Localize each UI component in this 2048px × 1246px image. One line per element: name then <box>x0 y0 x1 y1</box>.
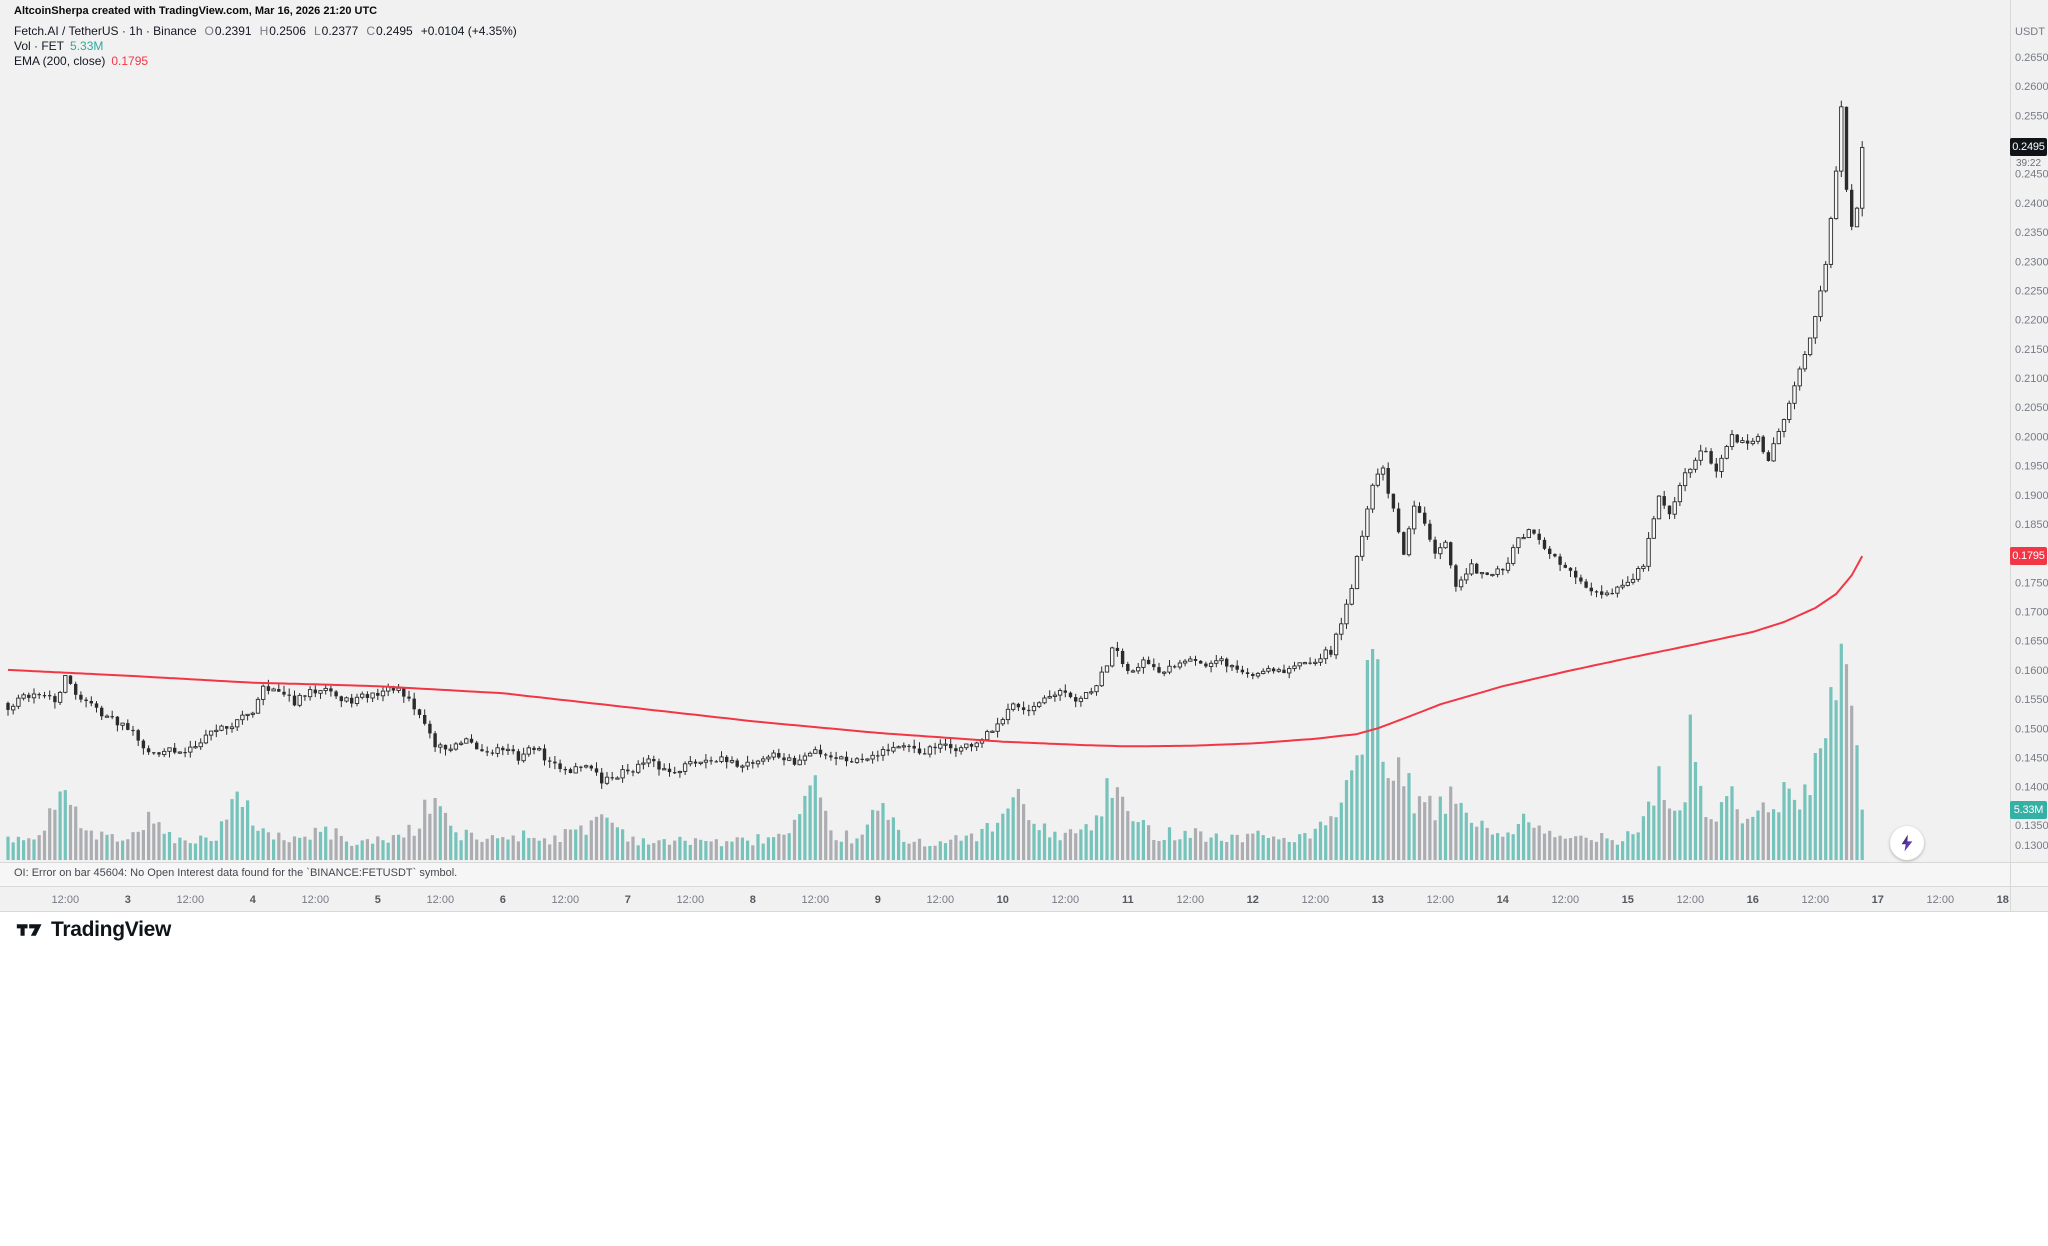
svg-text:0.1700: 0.1700 <box>2015 607 2048 619</box>
high-value: 0.2506 <box>269 24 306 38</box>
svg-text:0.2200: 0.2200 <box>2015 315 2048 327</box>
svg-text:12:00: 12:00 <box>1177 894 1205 906</box>
ema-current-value: 0.1795 <box>111 54 149 68</box>
ema-value-badge: 0.1795 <box>2010 547 2047 565</box>
svg-text:4: 4 <box>250 894 257 906</box>
symbol-legend-row[interactable]: Fetch.AI / TetherUS · 1h · Binance O0.239… <box>14 24 517 39</box>
svg-text:0.1500: 0.1500 <box>2015 723 2048 735</box>
price-axis-labels: 0.1300 0.1350 0.1400 0.1450 0.1500 0.1550 0.16… <box>2015 52 2048 852</box>
chart-background <box>0 0 2048 912</box>
svg-text:12:00: 12:00 <box>1927 894 1955 906</box>
time-axis-labels: 12:00 3 12:00 4 12:00 5 12:00 6 12:00 7 12:00 8 12:0… <box>52 894 2009 906</box>
svg-text:12:00: 12:00 <box>552 894 580 906</box>
svg-text:0.2050: 0.2050 <box>2015 402 2048 414</box>
volume-legend-row[interactable]: Vol · FET 5.33M <box>14 39 517 54</box>
svg-text:0.1550: 0.1550 <box>2015 694 2048 706</box>
volume-value-badge: 5.33M <box>2010 801 2047 819</box>
ema-line <box>7 555 1864 748</box>
svg-text:12:00: 12:00 <box>52 894 80 906</box>
candlestick-chart[interactable]: 0.1300 0.1350 0.1400 0.1450 0.1500 0.1550 0.16… <box>0 0 2048 912</box>
svg-text:12:00: 12:00 <box>677 894 705 906</box>
candles-layer <box>6 100 1865 789</box>
svg-text:12: 12 <box>1247 894 1259 906</box>
svg-text:12:00: 12:00 <box>427 894 455 906</box>
svg-text:0.2550: 0.2550 <box>2015 110 2048 122</box>
svg-text:0.1650: 0.1650 <box>2015 636 2048 648</box>
svg-text:0.1750: 0.1750 <box>2015 577 2048 589</box>
open-value: 0.2391 <box>214 24 252 38</box>
svg-text:0.2250: 0.2250 <box>2015 286 2048 298</box>
svg-text:0.2150: 0.2150 <box>2015 344 2048 356</box>
svg-text:15: 15 <box>1622 894 1634 906</box>
lightning-icon[interactable] <box>1890 826 1924 860</box>
svg-text:0.2000: 0.2000 <box>2015 431 2048 443</box>
volume-current-value: 5.33M <box>70 39 104 53</box>
high-label: H <box>259 24 269 38</box>
svg-text:17: 17 <box>1872 894 1884 906</box>
svg-text:7: 7 <box>625 894 631 906</box>
current-price-badge: 0.2495 <box>2010 138 2047 156</box>
svg-text:0.2300: 0.2300 <box>2015 256 2048 268</box>
svg-text:0.2400: 0.2400 <box>2015 198 2048 210</box>
svg-text:12:00: 12:00 <box>927 894 955 906</box>
svg-text:6: 6 <box>500 894 506 906</box>
svg-text:0.1600: 0.1600 <box>2015 665 2048 677</box>
svg-text:3: 3 <box>125 894 131 906</box>
price-change: +0.0104 (+4.35%) <box>420 24 517 38</box>
svg-text:12:00: 12:00 <box>302 894 330 906</box>
svg-text:0.1350: 0.1350 <box>2015 820 2048 832</box>
oi-error-message: OI: Error on bar 45604: No Open Interest… <box>14 867 458 879</box>
volume-label: Vol · FET <box>14 39 65 53</box>
svg-text:16: 16 <box>1747 894 1759 906</box>
svg-text:12:00: 12:00 <box>1427 894 1455 906</box>
close-label: C <box>366 24 376 38</box>
open-label: O <box>204 24 214 38</box>
bar-close-countdown: 39:22 <box>2015 158 2042 169</box>
svg-text:13: 13 <box>1372 894 1384 906</box>
ema-label: EMA (200, close) <box>14 54 106 68</box>
svg-text:14: 14 <box>1497 894 1510 906</box>
svg-text:12:00: 12:00 <box>177 894 205 906</box>
svg-text:12:00: 12:00 <box>1802 894 1830 906</box>
svg-text:12:00: 12:00 <box>1677 894 1705 906</box>
svg-text:0.1450: 0.1450 <box>2015 752 2048 764</box>
close-value: 0.2495 <box>376 24 413 38</box>
lightning-bolt-glyph <box>1901 834 1913 852</box>
svg-text:0.1300: 0.1300 <box>2015 840 2048 852</box>
svg-text:12:00: 12:00 <box>802 894 830 906</box>
volume-layer <box>6 643 1864 860</box>
tradingview-logo-icon <box>16 924 42 936</box>
svg-text:8: 8 <box>750 894 756 906</box>
low-value: 0.2377 <box>321 24 359 38</box>
svg-text:0.1400: 0.1400 <box>2015 782 2048 794</box>
tradingview-logo-text: TradingView <box>51 918 172 941</box>
ema-legend-row[interactable]: EMA (200, close) 0.1795 <box>14 54 517 69</box>
axis-unit-label: USDT <box>2015 26 2045 38</box>
attribution-text: AltcoinSherpa created with TradingView.c… <box>14 5 378 17</box>
svg-text:0.2600: 0.2600 <box>2015 81 2048 93</box>
svg-text:12:00: 12:00 <box>1552 894 1580 906</box>
svg-text:0.1900: 0.1900 <box>2015 490 2048 502</box>
svg-text:0.2450: 0.2450 <box>2015 169 2048 181</box>
svg-text:0.2350: 0.2350 <box>2015 227 2048 239</box>
symbol-title: Fetch.AI / TetherUS · 1h · Binance <box>14 24 197 38</box>
svg-text:0.2650: 0.2650 <box>2015 52 2048 64</box>
svg-text:18: 18 <box>1997 894 2009 906</box>
svg-text:9: 9 <box>875 894 881 906</box>
svg-text:5: 5 <box>375 894 381 906</box>
svg-text:11: 11 <box>1122 894 1134 906</box>
svg-text:12:00: 12:00 <box>1302 894 1330 906</box>
svg-text:0.1850: 0.1850 <box>2015 519 2048 531</box>
low-label: L <box>313 24 321 38</box>
svg-text:10: 10 <box>997 894 1009 906</box>
chart-legend: Fetch.AI / TetherUS · 1h · Binance O0.239… <box>14 24 517 69</box>
svg-text:0.2100: 0.2100 <box>2015 373 2048 385</box>
svg-text:0.1950: 0.1950 <box>2015 461 2048 473</box>
tradingview-logo[interactable]: TradingView <box>16 918 171 942</box>
svg-text:12:00: 12:00 <box>1052 894 1080 906</box>
